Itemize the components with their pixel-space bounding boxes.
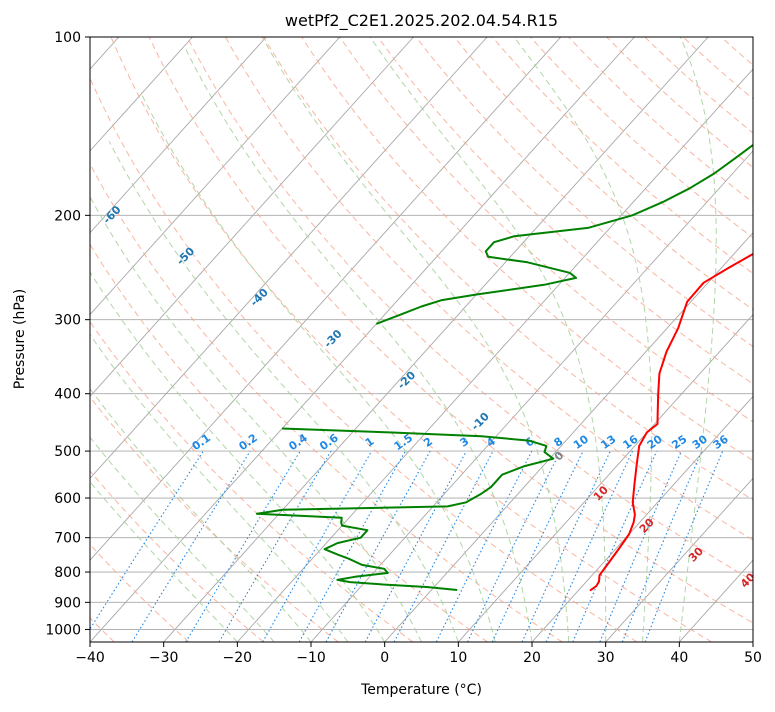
y-tick-label: 900 — [54, 595, 81, 611]
y-tick-label: 1000 — [45, 622, 81, 638]
y-tick-label: 800 — [54, 565, 81, 581]
y-tick-label: 100 — [54, 30, 81, 46]
x-tick-label: −20 — [223, 650, 253, 666]
y-tick-label: 500 — [54, 444, 81, 460]
y-tick-label: 200 — [54, 208, 81, 224]
x-tick-label: 10 — [449, 650, 467, 666]
y-tick-label: 700 — [54, 531, 81, 547]
x-tick-label: 40 — [670, 650, 688, 666]
chart-title: wetPf2_C2E1.2025.202.04.54.R15 — [285, 11, 558, 31]
x-tick-label: −10 — [296, 650, 326, 666]
x-tick-label: 50 — [744, 650, 762, 666]
x-tick-label: 0 — [380, 650, 389, 666]
y-tick-label: 600 — [54, 491, 81, 507]
y-tick-label: 400 — [54, 387, 81, 403]
y-axis-label: Pressure (hPa) — [12, 289, 28, 389]
x-axis-label: Temperature (°C) — [360, 682, 482, 698]
x-tick-label: −30 — [149, 650, 179, 666]
x-tick-label: 20 — [523, 650, 541, 666]
x-tick-label: −40 — [75, 650, 105, 666]
x-tick-label: 30 — [597, 650, 615, 666]
y-tick-label: 300 — [54, 313, 81, 329]
